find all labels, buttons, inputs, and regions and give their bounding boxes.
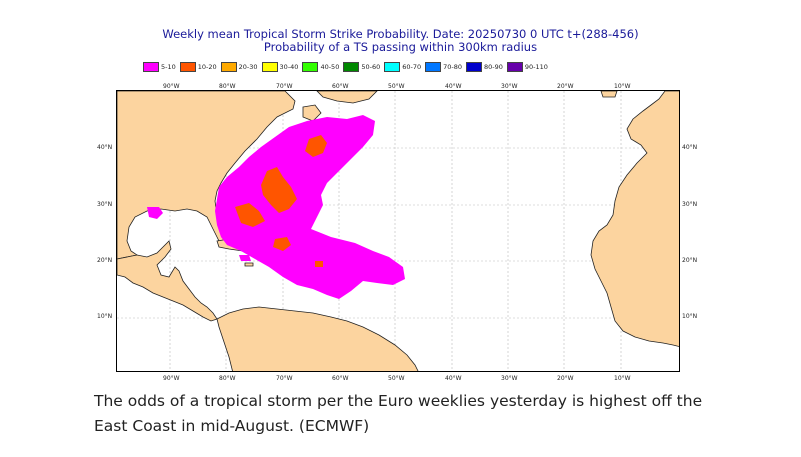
lat-label-left: 10°N	[97, 313, 113, 320]
legend-swatch	[179, 62, 196, 72]
legend-item: 5-10	[143, 62, 176, 72]
legend-swatch	[343, 62, 360, 72]
lat-label-left: 40°N	[97, 144, 113, 151]
probability-area-5-10	[215, 115, 405, 299]
probability-area-10-20	[235, 203, 265, 227]
jamaica-island	[244, 262, 254, 267]
lon-label-top: 50°W	[388, 83, 405, 90]
legend-swatch	[425, 62, 442, 72]
legend-item: 60-70	[384, 62, 421, 72]
legend-label: 70-80	[443, 63, 462, 71]
greenland-landmass	[316, 91, 378, 104]
legend-item: 80-90	[466, 62, 503, 72]
central-america-landmass	[117, 240, 218, 322]
probability-area-10-20	[273, 237, 291, 251]
europe-africa-landmass	[590, 91, 679, 347]
legend-item: 50-60	[343, 62, 380, 72]
lon-label-top: 60°W	[332, 83, 349, 90]
probability-10-20-area	[235, 135, 327, 267]
south-america-landmass	[216, 306, 419, 371]
legend-label: 40-50	[320, 63, 340, 71]
lon-label-top: 20°W	[557, 83, 574, 90]
legend-swatch	[143, 62, 159, 72]
legend-label: 60-70	[402, 63, 422, 71]
image-caption: The odds of a tropical storm per the Eur…	[94, 392, 703, 435]
lon-label-bottom: 60°W	[332, 375, 349, 382]
probability-area-5-10	[147, 207, 163, 219]
probability-area-10-20	[305, 135, 327, 157]
map-canvas	[117, 91, 679, 371]
lat-label-right: 40°N	[682, 144, 698, 151]
legend-label: 5-10	[161, 63, 176, 71]
newfoundland-island	[302, 104, 322, 122]
lon-label-bottom: 20°W	[557, 375, 574, 382]
legend-swatch	[220, 62, 237, 72]
legend-label: 80-90	[484, 63, 503, 71]
probability-area-10-20	[261, 167, 297, 213]
map-title: Weekly mean Tropical Storm Strike Probab…	[162, 27, 639, 41]
lon-label-bottom: 90°W	[163, 375, 180, 382]
lon-label-bottom: 70°W	[276, 375, 293, 382]
legend-swatch	[384, 62, 401, 72]
legend-label: 20-30	[238, 63, 258, 71]
legend-label: 90-110	[524, 63, 548, 71]
legend-swatch	[466, 62, 482, 72]
lon-label-bottom: 10°W	[614, 375, 631, 382]
lon-label-bottom: 50°W	[388, 375, 405, 382]
lon-label-top: 70°W	[276, 83, 293, 90]
map-subtitle: Probability of a TS passing within 300km…	[263, 40, 538, 54]
legend-item: 90-110	[506, 62, 548, 72]
lon-label-bottom: 30°W	[501, 375, 518, 382]
land-masses	[117, 91, 679, 371]
probability-5-10-area	[147, 115, 405, 299]
lon-label-top: 30°W	[501, 83, 518, 90]
lon-label-top: 10°W	[614, 83, 631, 90]
lat-label-right: 30°N	[682, 201, 698, 208]
lat-label-left: 30°N	[97, 201, 113, 208]
probability-area-5-10	[239, 255, 251, 261]
legend-label: 10-20	[197, 63, 217, 71]
probability-area-10-20	[315, 261, 323, 267]
probability-legend: 5-10 10-20 20-30 30-40 40-50 50-60 60-70…	[143, 62, 552, 72]
legend-item: 30-40	[261, 62, 299, 72]
lon-label-top: 80°W	[219, 83, 236, 90]
legend-swatch	[261, 62, 278, 72]
lon-label-bottom: 80°W	[219, 375, 236, 382]
legend-swatch	[302, 62, 319, 72]
lat-label-left: 20°N	[97, 257, 113, 264]
lon-label-bottom: 40°W	[445, 375, 462, 382]
iceland-island	[600, 91, 618, 98]
lon-label-top: 40°W	[445, 83, 462, 90]
legend-item: 40-50	[302, 62, 339, 72]
legend-label: 50-60	[361, 63, 381, 71]
legend-label: 30-40	[279, 63, 299, 71]
atlantic-map	[116, 90, 680, 372]
legend-item: 70-80	[425, 62, 462, 72]
legend-item: 10-20	[179, 62, 217, 72]
legend-item: 20-30	[220, 62, 258, 72]
lat-label-right: 10°N	[682, 313, 698, 320]
lat-label-right: 20°N	[682, 257, 698, 264]
legend-swatch	[506, 62, 523, 72]
lon-label-top: 90°W	[163, 83, 180, 90]
